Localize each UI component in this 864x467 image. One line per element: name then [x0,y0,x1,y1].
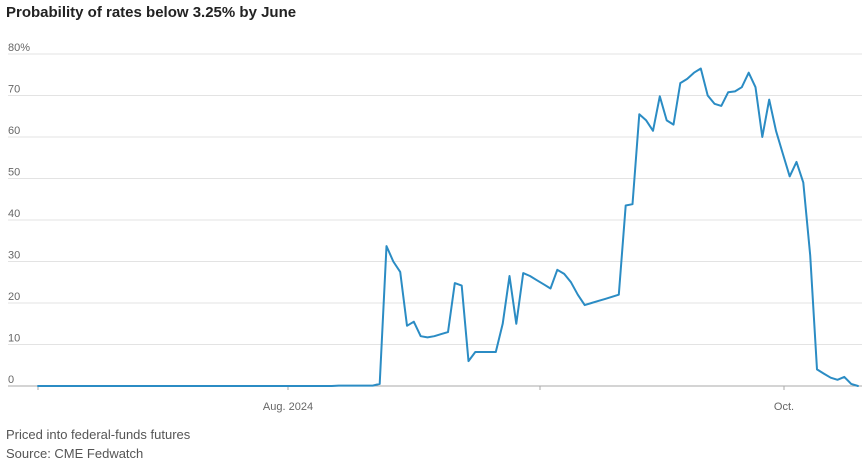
y-tick-label: 10 [8,333,20,345]
chart-source: Source: CME Fedwatch [6,446,144,461]
y-tick-label: 60 [8,125,20,137]
y-tick-label: 40 [8,208,20,220]
y-tick-label: 50 [8,167,20,179]
line-chart: 0 10 20 30 40 50 60 70 80% Aug. 2024 Oct. [8,42,862,413]
x-tick-label: Oct. [774,401,794,413]
x-tick-label: Aug. 2024 [263,401,313,413]
y-tick-label: 70 [8,84,20,96]
y-tick-label: 80% [8,42,30,54]
chart-note: Priced into federal-funds futures [6,427,191,442]
series-line [37,67,859,387]
y-tick-label: 30 [8,250,20,262]
y-tick-label: 0 [8,374,14,386]
chart-title: Probability of rates below 3.25% by June [6,4,297,21]
y-tick-label: 20 [8,291,20,303]
